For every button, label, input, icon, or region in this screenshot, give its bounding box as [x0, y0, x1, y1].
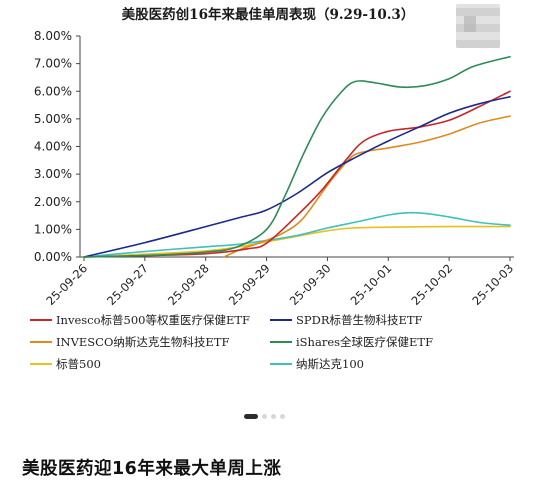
legend-label: 纳斯达克100	[296, 357, 364, 371]
pager-dot[interactable]	[271, 414, 276, 419]
legend-label: 标普500	[56, 357, 101, 371]
pager-dot[interactable]	[280, 414, 285, 419]
y-tick-label: 6.00%	[34, 84, 72, 98]
legend-label: INVESCO纳斯达克生物科技ETF	[56, 335, 229, 349]
legend-label: iShares全球医疗保健ETF	[296, 335, 433, 349]
y-tick-label: 5.00%	[34, 112, 72, 126]
series-line	[83, 90, 511, 258]
pager-dot-active[interactable]	[244, 414, 258, 419]
series-line	[83, 55, 511, 258]
series-line	[83, 211, 511, 258]
y-tick-label: 0.00%	[34, 250, 72, 264]
y-tick-label: 8.00%	[34, 29, 72, 43]
y-tick-label: 3.00%	[34, 167, 72, 181]
blurred-watermark-image	[456, 4, 500, 48]
x-tick-label: 25-10-02	[408, 261, 455, 308]
series-line	[223, 115, 511, 258]
line-chart: 美股医药创16年来最佳单周表现（9.29-10.3） 0.00% 1.00% 2.00…	[30, 6, 516, 371]
chart-title: 美股医药创16年来最佳单周表现（9.29-10.3）	[122, 6, 415, 23]
legend-label: SPDR标普生物科技ETF	[296, 313, 423, 327]
x-tick-label: 25-09-27	[104, 261, 151, 308]
x-tick-label: 25-09-26	[43, 261, 90, 308]
legend-label: Invesco标普500等权重医疗保健ETF	[56, 313, 250, 327]
x-tick-label: 25-10-01	[348, 261, 395, 308]
chart: 美股医药创16年来最佳单周表现（9.29-10.3） 0.00% 1.00% 2.00…	[30, 4, 516, 371]
carousel-pager[interactable]	[244, 414, 285, 419]
y-tick-label: 2.00%	[34, 195, 72, 209]
y-tick-label: 1.00%	[34, 222, 72, 236]
y-tick-label: 7.00%	[34, 57, 72, 71]
x-tick-label: 25-10-03	[469, 261, 516, 308]
x-tick-label: 25-09-30	[287, 261, 334, 308]
headline: 美股医药迎16年来最大单周上涨	[22, 459, 282, 479]
pager-dot[interactable]	[262, 414, 267, 419]
x-tick-label: 25-09-28	[165, 261, 212, 308]
y-tick-label: 4.00%	[34, 140, 72, 154]
series-line	[83, 96, 511, 258]
x-tick-label: 25-09-29	[226, 261, 273, 308]
